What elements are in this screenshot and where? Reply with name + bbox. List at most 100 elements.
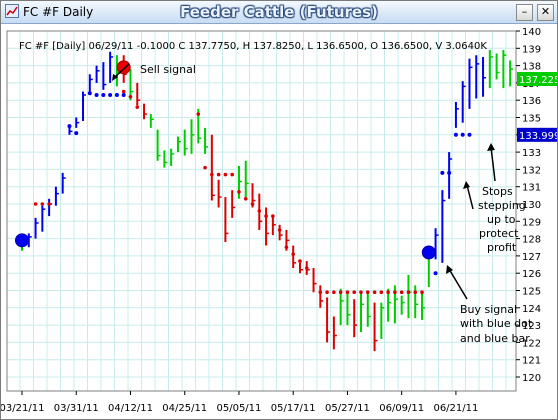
stops-label-line-4: protect <box>479 227 519 240</box>
close-button[interactable]: ✕ <box>537 4 554 21</box>
last-price-tag <box>517 72 557 87</box>
stop-dot-red <box>365 290 370 295</box>
stop-dot-red <box>325 290 329 295</box>
stop-dot-red <box>420 290 424 295</box>
y-tick-label: 139 <box>522 44 541 55</box>
sell-arrow <box>113 63 130 79</box>
x-axis: 03/21/11 03/31/11 04/12/11 04/25/11 05/05/11… <box>1 391 478 414</box>
chart-header: FC #F [Daily] 06/29/11 -0.1000 C 137.775… <box>19 41 487 52</box>
window-title: FC #F Daily <box>23 5 94 19</box>
x-tick-label: 05/27/11 <box>325 403 370 414</box>
stop-dot-red <box>406 290 411 295</box>
y-tick-label: 131 <box>522 183 541 194</box>
x-tick-label: 06/21/11 <box>433 403 478 414</box>
y-tick-label: 123 <box>522 321 541 332</box>
stop-dot-red <box>128 94 133 99</box>
price-tags: 137.225 133.999 <box>517 72 557 142</box>
y-tick-label: 140 <box>522 27 541 38</box>
stop-dot-red <box>135 105 140 109</box>
stop-dot-red <box>40 202 45 206</box>
stop-dot-blue <box>453 132 458 137</box>
sell-signal-label: Sell signal <box>140 63 196 76</box>
stop-dot-red <box>257 209 262 213</box>
stop-dot-red <box>399 290 404 295</box>
sell-signal-dot <box>116 60 131 75</box>
stop-dot-red <box>196 112 201 116</box>
stops-label-line-2: stepping <box>478 199 526 212</box>
y-tick-label: 120 <box>522 373 541 384</box>
stop-dot-red <box>271 214 275 218</box>
stops-label-line-1: Stops <box>482 185 513 198</box>
x-tick-label: 05/17/11 <box>271 403 316 414</box>
stop-price-tag <box>517 127 557 142</box>
stop-dot-red <box>332 290 336 295</box>
stop-dot-blue <box>74 131 79 136</box>
buy-arrow <box>448 268 468 300</box>
stop-dot-red <box>298 259 302 263</box>
x-tick-label: 04/25/11 <box>162 403 207 414</box>
stop-price-tag-text: 133.999 <box>519 131 557 142</box>
stop-dot-blue <box>67 124 72 129</box>
stops-arrow-2 <box>466 184 474 210</box>
y-tick-label: 128 <box>522 235 541 246</box>
y-tick-label: 121 <box>522 356 541 367</box>
y-tick-label: 130 <box>522 200 541 211</box>
grid <box>7 30 516 391</box>
stop-dot-blue <box>101 93 106 98</box>
stop-dot-red <box>47 202 51 206</box>
stop-dot-red <box>243 197 248 201</box>
stop-dot-red <box>284 245 289 250</box>
buy-signal-dot <box>421 245 436 260</box>
stop-dot-red <box>352 290 357 295</box>
stop-dot-red <box>413 290 418 295</box>
stop-dot-red <box>393 290 397 295</box>
y-tick-label: 126 <box>522 269 541 280</box>
stop-dot-red <box>230 172 234 177</box>
x-tick-label: 05/05/11 <box>216 403 261 414</box>
stop-dot-blue <box>108 93 113 98</box>
x-tick-label: 04/12/11 <box>108 403 153 414</box>
buy-signal-dot <box>15 233 29 248</box>
annotations: Sell signal Stops stepping up to protect… <box>112 63 533 345</box>
minimize-button[interactable]: – <box>516 4 533 21</box>
stop-dot-red <box>203 165 207 170</box>
y-tick-label: 135 <box>522 114 541 125</box>
stop-dot-blue <box>447 170 452 175</box>
stop-dot-blue <box>114 93 119 98</box>
stop-dot-blue <box>94 93 99 98</box>
plot-frame <box>6 30 517 392</box>
stop-dot-red <box>237 190 241 194</box>
y-tick-label: 136 <box>522 96 541 107</box>
stops-label-line-5: profit <box>487 241 517 254</box>
stop-dot-blue <box>460 132 465 137</box>
chart-title: Feeder Cattle (Futures) <box>180 3 378 21</box>
y-tick-label: 138 <box>522 62 541 73</box>
buy-label-line-2: with blue dot <box>460 317 533 330</box>
stop-dot-red <box>223 172 228 177</box>
stop-dot-blue <box>440 170 445 175</box>
stop-dot-blue <box>433 271 438 276</box>
stop-dot-blue <box>121 93 126 98</box>
sell-arrow-head <box>112 74 118 81</box>
stops-arrow-1-head <box>487 143 495 151</box>
buy-label-line-1: Buy signal <box>460 303 517 316</box>
price-bars <box>21 50 514 352</box>
stop-dot-red <box>338 290 343 295</box>
stops-arrow-2-head <box>463 181 470 189</box>
stop-dot-red <box>277 228 282 232</box>
stop-dot-red <box>359 290 363 295</box>
chart-app-icon <box>5 4 19 18</box>
y-tick-label: 125 <box>522 287 541 298</box>
stop-dot-blue <box>87 91 92 96</box>
stop-dot-red <box>304 266 309 270</box>
stops-label-line-3: up to <box>487 213 516 226</box>
stop-dot-red <box>379 290 384 295</box>
y-tick-label: 122 <box>522 338 541 349</box>
y-tick-label: 129 <box>522 217 541 228</box>
stop-dot-red <box>291 252 296 256</box>
title-bar[interactable]: FC #F Daily Feeder Cattle (Futures) – ✕ <box>1 1 557 24</box>
last-price-tag-text: 137.225 <box>519 75 557 86</box>
x-tick-label: 03/21/11 <box>1 403 44 414</box>
